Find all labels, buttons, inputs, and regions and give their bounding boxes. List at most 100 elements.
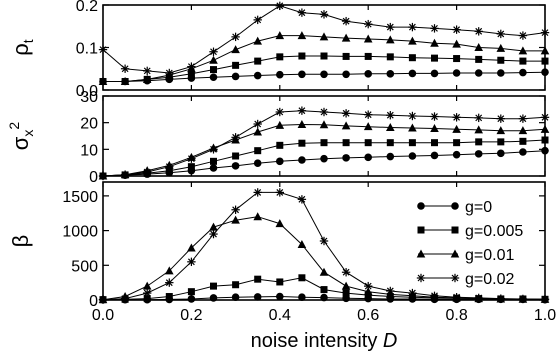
data-point bbox=[497, 149, 505, 158]
data-point bbox=[386, 111, 395, 120]
data-point bbox=[497, 56, 505, 64]
legend-marker bbox=[451, 226, 459, 234]
data-point bbox=[452, 25, 461, 34]
data-point bbox=[298, 70, 306, 79]
data-point bbox=[431, 139, 438, 147]
series-g=0.01 bbox=[98, 120, 550, 180]
data-point bbox=[408, 54, 416, 62]
data-point bbox=[320, 52, 328, 60]
data-point bbox=[232, 281, 240, 289]
data-point bbox=[120, 294, 130, 303]
data-point bbox=[275, 31, 285, 40]
data-point bbox=[386, 152, 395, 161]
data-point bbox=[210, 157, 217, 165]
data-point bbox=[319, 267, 329, 276]
data-point bbox=[276, 70, 284, 79]
y-tick-label: 1500 bbox=[62, 189, 98, 206]
panel-3: 0 500 1000 1500 β bbox=[8, 181, 550, 310]
data-point bbox=[254, 147, 262, 155]
data-point bbox=[430, 151, 439, 160]
data-point bbox=[341, 16, 351, 26]
data-point bbox=[253, 119, 262, 129]
data-point bbox=[209, 55, 218, 64]
legend-marker bbox=[416, 273, 426, 283]
data-point bbox=[430, 38, 439, 47]
data-point bbox=[452, 39, 461, 48]
data-point bbox=[231, 205, 240, 214]
data-point bbox=[232, 152, 240, 160]
data-point bbox=[518, 31, 528, 40]
data-point bbox=[165, 68, 174, 78]
x-tick-label: 0.2 bbox=[180, 307, 202, 324]
data-point bbox=[120, 64, 130, 73]
data-point bbox=[231, 162, 240, 170]
legend-item: g=0 bbox=[417, 199, 492, 216]
data-point bbox=[475, 55, 483, 63]
data-point bbox=[231, 133, 240, 142]
data-point bbox=[540, 46, 550, 55]
data-point bbox=[386, 70, 395, 78]
data-point bbox=[209, 222, 218, 231]
legend-marker bbox=[417, 226, 425, 234]
data-point bbox=[431, 54, 438, 62]
data-point bbox=[165, 293, 173, 301]
data-point bbox=[364, 153, 373, 162]
data-point bbox=[496, 294, 505, 303]
y-tick-label: 0.2 bbox=[76, 0, 98, 15]
data-point bbox=[209, 145, 218, 154]
legend-item: g=0.01 bbox=[416, 247, 514, 264]
data-point bbox=[187, 70, 195, 78]
data-point bbox=[386, 286, 395, 296]
data-point bbox=[408, 22, 417, 32]
data-point bbox=[319, 236, 329, 246]
data-point bbox=[253, 71, 262, 80]
legend-item: g=0.005 bbox=[417, 223, 523, 240]
data-point bbox=[320, 154, 328, 163]
x-tick-label: 1.0 bbox=[534, 307, 556, 324]
data-point bbox=[253, 188, 262, 197]
y-tick-label: 500 bbox=[71, 258, 98, 275]
data-point bbox=[231, 45, 240, 54]
data-point bbox=[497, 138, 505, 146]
data-point bbox=[297, 239, 307, 248]
data-point bbox=[342, 289, 350, 297]
data-point bbox=[187, 257, 196, 267]
data-point bbox=[430, 112, 439, 121]
legend-label: g=0.01 bbox=[465, 247, 514, 264]
data-point bbox=[231, 32, 240, 42]
data-point bbox=[253, 127, 262, 136]
data-point bbox=[518, 126, 528, 135]
data-point bbox=[496, 43, 506, 52]
data-point bbox=[253, 293, 262, 301]
data-point bbox=[143, 167, 152, 177]
y-tick-label: 20 bbox=[80, 116, 98, 133]
data-point bbox=[386, 139, 394, 147]
data-point bbox=[120, 170, 130, 179]
data-point bbox=[232, 61, 240, 69]
data-point bbox=[275, 219, 285, 228]
data-point bbox=[541, 57, 549, 65]
y-tick-label: 0.1 bbox=[76, 41, 98, 58]
data-point bbox=[209, 73, 218, 82]
data-point bbox=[142, 281, 152, 290]
data-point bbox=[187, 163, 195, 171]
x-tick-label: 0.4 bbox=[269, 307, 291, 324]
data-point bbox=[519, 148, 527, 156]
data-point bbox=[187, 243, 196, 252]
data-point bbox=[496, 126, 506, 135]
data-point bbox=[364, 52, 372, 60]
data-point bbox=[518, 46, 528, 55]
data-point bbox=[165, 278, 174, 287]
panel-frame bbox=[102, 95, 546, 177]
y-tick-label: 30 bbox=[80, 89, 98, 106]
series-g=0.02 bbox=[98, 1, 550, 78]
legend-label: g=0.02 bbox=[465, 271, 514, 288]
data-point bbox=[143, 295, 151, 303]
series-g=0.005 bbox=[99, 52, 549, 85]
data-point bbox=[276, 278, 284, 286]
data-point bbox=[341, 33, 351, 42]
legend-label: g=0.005 bbox=[465, 223, 523, 240]
data-point bbox=[187, 295, 196, 303]
data-point bbox=[319, 107, 329, 117]
data-point bbox=[363, 287, 373, 296]
